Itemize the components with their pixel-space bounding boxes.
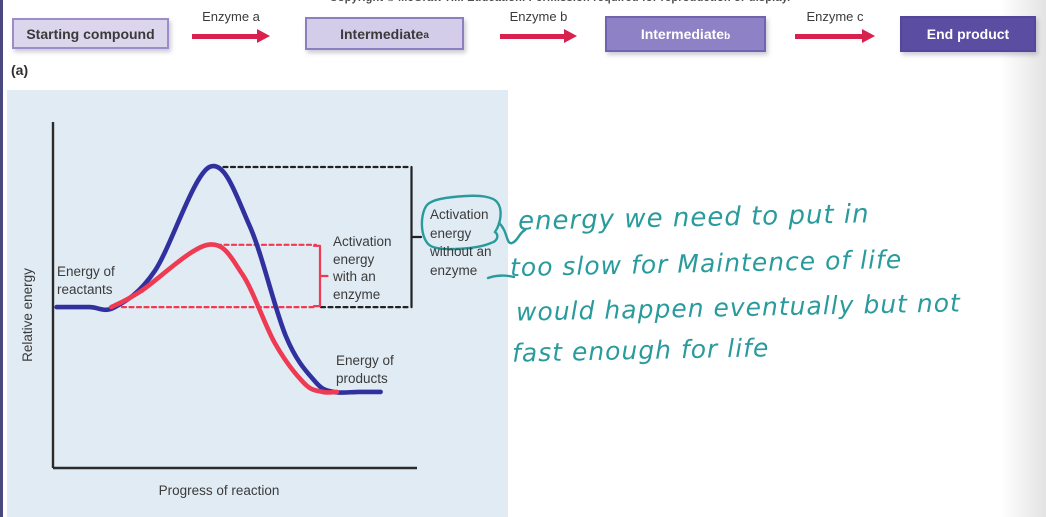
energy-curves (54, 163, 383, 395)
flow-box-subscript: b (724, 30, 731, 42)
curve-with-enzyme (108, 242, 340, 395)
enzyme-c-label: Enzyme c (806, 9, 864, 24)
handwritten-ink (420, 194, 527, 280)
right-arrow-icon (192, 29, 270, 43)
label-line: energy (430, 225, 472, 241)
arrow-head (862, 29, 875, 43)
label-line: with an (333, 269, 376, 284)
label-line: reactants (57, 281, 113, 297)
x-axis-label: Progress of reaction (158, 483, 280, 498)
page-edge-shadow (1000, 0, 1046, 517)
flow-box-label: Intermediate (340, 25, 424, 42)
label-line: enzyme (430, 262, 478, 278)
arrow-head (564, 29, 577, 43)
activation-with-enzyme-label: Activation energy with an enzyme (333, 233, 392, 303)
handwritten-note-4: fast enough for life (511, 333, 770, 368)
right-arrow-icon (795, 29, 875, 43)
enzyme-a-arrow: Enzyme a (192, 9, 270, 43)
label-line: energy (333, 251, 375, 267)
page-left-border (0, 0, 3, 517)
flow-box-intermediate-b: Intermediate b (605, 16, 766, 52)
flow-box-label: End product (926, 26, 1010, 42)
chart-axes (51, 122, 417, 470)
handwritten-dash (486, 274, 516, 280)
label-line: Energy of (57, 264, 115, 279)
label-line: products (336, 370, 388, 386)
enzyme-b-arrow: Enzyme b (500, 9, 577, 43)
activation-energy-guides (120, 165, 423, 309)
bracket-with-enzyme (312, 244, 329, 308)
enzyme-a-label: Enzyme a (202, 9, 260, 24)
energy-of-products-label: Energy of products (336, 352, 394, 387)
activation-without-enzyme-label: Activation energy without an enzyme (430, 206, 492, 280)
handwritten-circle-annotation (420, 194, 502, 251)
label-line: without an (430, 244, 492, 259)
flow-box-starting-compound: Starting compound (12, 18, 169, 49)
arrow-shaft (192, 33, 257, 39)
flow-box-label: Intermediate (640, 26, 725, 42)
arrow-shaft (795, 33, 862, 39)
energy-of-reactants-label: Energy of reactants (57, 263, 115, 298)
label-line: enzyme (333, 286, 381, 302)
y-axis-label: Relative energy (20, 268, 35, 362)
arrow-shaft (500, 33, 564, 39)
label-line: Activation (333, 234, 392, 249)
arrow-head (257, 29, 270, 43)
enzyme-b-label: Enzyme b (509, 9, 568, 24)
copyright-text: Copyright © McGraw-Hill Education. Permi… (280, 0, 840, 4)
flow-box-end-product: End product (900, 16, 1036, 52)
right-arrow-icon (500, 29, 577, 43)
bracket-without-enzyme (410, 165, 423, 309)
label-line: Activation (430, 207, 489, 222)
enzyme-c-arrow: Enzyme c (795, 9, 875, 43)
figure-part-label: (a) (11, 62, 29, 78)
handwritten-connector (497, 221, 527, 245)
flow-box-intermediate-a: Intermediate a (305, 17, 464, 50)
flow-box-label: Starting compound (26, 25, 155, 42)
flow-box-subscript: a (423, 30, 429, 41)
label-line: Energy of (336, 353, 394, 368)
